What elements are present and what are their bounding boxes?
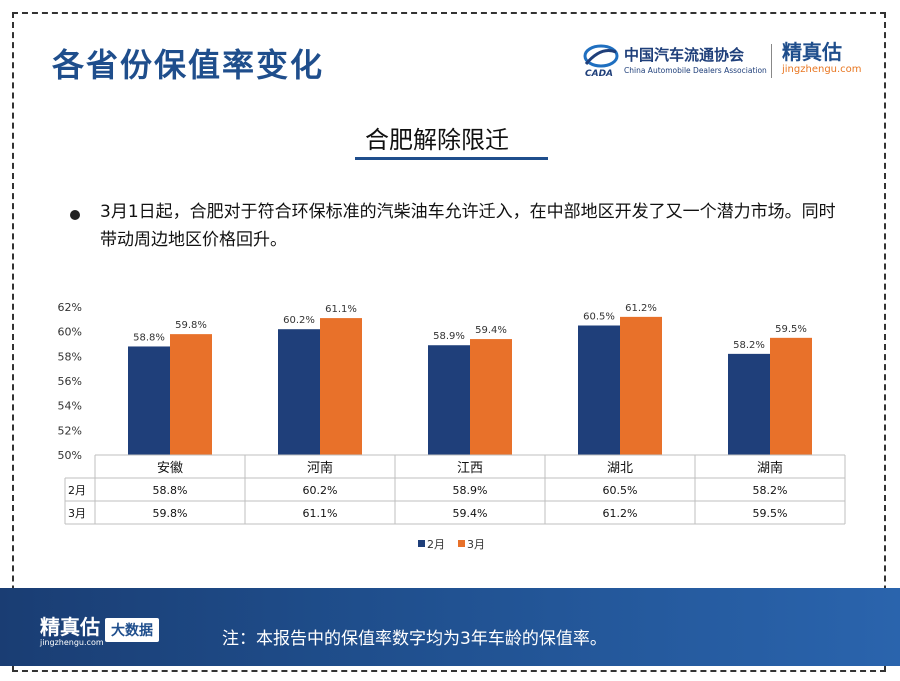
jingzhengu-logo-url: jingzhengu.com xyxy=(782,64,862,75)
jingzhengu-logo-cn: 精真估 xyxy=(782,40,842,64)
category-label: 湖南 xyxy=(757,460,783,476)
bar-data-label: 60.5% xyxy=(583,312,615,323)
page-title: 各省份保值率变化 xyxy=(52,46,325,84)
bar-data-label: 61.1% xyxy=(325,304,357,315)
category-label: 江西 xyxy=(457,461,483,476)
bullet-dot xyxy=(70,210,80,220)
bullet-text: 3月1日起，合肥对于符合环保标准的汽柴油车允许迁入，在中部地区开发了又一个潜力市… xyxy=(100,202,836,250)
bar-feb xyxy=(428,345,470,455)
footer-logo: 精真估 jingzhengu.com xyxy=(40,616,104,648)
footer-note: 注：本报告中的保值率数字均为3年车龄的保值率。 xyxy=(222,629,607,649)
bar-chart: 50% 52% 54% 56% 58% 60% 62% 58.8% 59.8% 60.2% 61.1… xyxy=(58,301,846,551)
cada-name-en: China Automobile Dealers Association xyxy=(624,66,767,75)
table-cell: 58.8% xyxy=(153,484,188,497)
legend-label: 3月 xyxy=(467,538,485,551)
y-tick-label: 54% xyxy=(58,400,82,413)
bar-data-label: 60.2% xyxy=(283,315,315,326)
footer-bar: 精真估 jingzhengu.com 大数据 注：本报告中的保值率数字均为3年车… xyxy=(0,588,900,666)
bar-feb xyxy=(278,329,320,455)
y-tick-label: 52% xyxy=(58,424,82,437)
cada-mark-text: CADA xyxy=(585,69,613,78)
table-cell: 59.5% xyxy=(753,507,788,520)
legend-swatch xyxy=(418,540,425,547)
cada-logo: CADA 中国汽车流通协会 China Automobile Dealers A… xyxy=(582,40,767,80)
table-cell: 60.2% xyxy=(303,484,338,497)
table-cell: 59.8% xyxy=(153,507,188,520)
y-tick-label: 50% xyxy=(58,449,82,462)
subtitle-underline xyxy=(355,157,548,160)
bar-feb xyxy=(578,325,620,455)
bar-mar xyxy=(320,318,362,455)
bar-mar xyxy=(470,339,512,455)
y-tick-label: 56% xyxy=(58,375,82,388)
y-tick-label: 58% xyxy=(58,350,82,363)
bar-mar xyxy=(620,316,662,455)
category-label: 河南 xyxy=(307,460,333,476)
table-cell: 61.2% xyxy=(603,507,638,520)
table-cell: 61.1% xyxy=(303,507,338,520)
legend-label: 2月 xyxy=(427,538,445,551)
category-label: 安徽 xyxy=(157,461,183,476)
footer-badge: 大数据 xyxy=(105,618,159,642)
cada-name-cn: 中国汽车流通协会 xyxy=(624,46,745,64)
bar-data-label: 58.9% xyxy=(433,331,465,342)
table-cell: 59.4% xyxy=(453,507,488,520)
table-cell: 58.9% xyxy=(453,484,488,497)
cada-logo-icon: CADA xyxy=(583,44,619,78)
table-cell: 60.5% xyxy=(603,484,638,497)
bar-data-label: 58.2% xyxy=(733,340,765,351)
bar-mar xyxy=(770,337,812,455)
bar-mar xyxy=(170,334,212,455)
y-tick-label: 62% xyxy=(58,301,82,314)
footer-logo-cn: 精真估 xyxy=(40,615,100,639)
table-row-header: 2月 xyxy=(68,484,86,497)
jingzhengu-logo: 精真估 jingzhengu.com xyxy=(782,40,862,76)
page-frame xyxy=(12,12,886,672)
bar-data-label: 58.8% xyxy=(133,332,165,343)
bar-data-label: 61.2% xyxy=(625,303,657,314)
footer-logo-url: jingzhengu.com xyxy=(40,638,104,647)
logo-divider xyxy=(771,44,772,78)
bar-data-label: 59.4% xyxy=(475,325,507,336)
category-label: 湖北 xyxy=(607,461,633,476)
y-tick-label: 60% xyxy=(58,326,82,339)
bar-data-label: 59.8% xyxy=(175,320,207,331)
legend-swatch xyxy=(458,540,465,547)
bar-data-label: 59.5% xyxy=(775,324,807,335)
table-row-header: 3月 xyxy=(68,507,86,520)
bar-feb xyxy=(128,346,170,455)
table-cell: 58.2% xyxy=(753,484,788,497)
section-subtitle: 合肥解除限迁 xyxy=(365,126,509,154)
bar-feb xyxy=(728,353,770,455)
